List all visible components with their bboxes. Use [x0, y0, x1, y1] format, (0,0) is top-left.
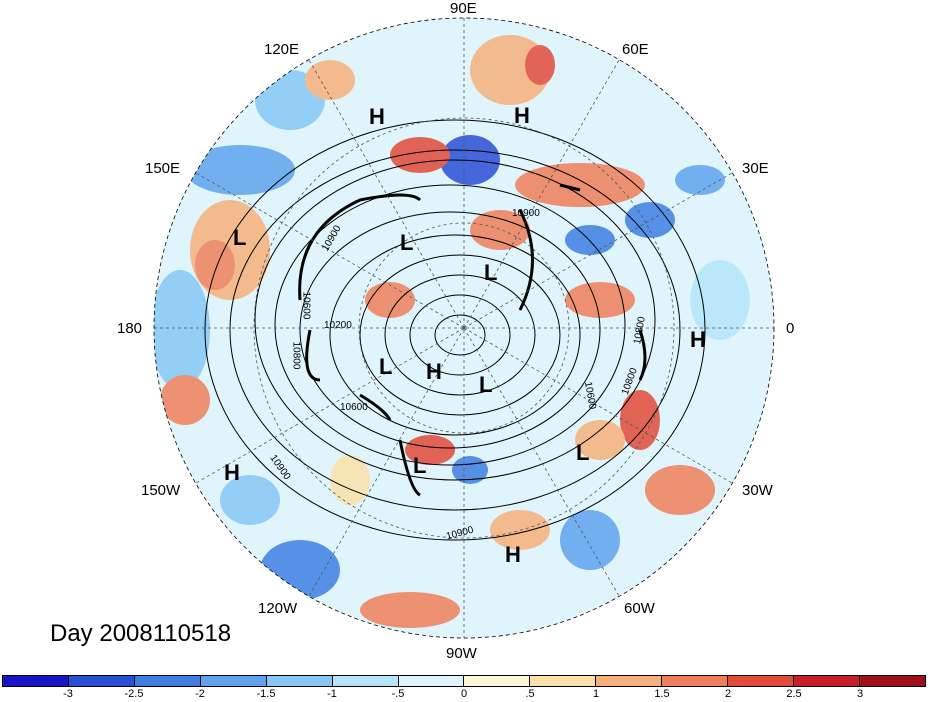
pressure-center: H — [514, 103, 530, 128]
anomaly-field — [154, 35, 750, 628]
colorbar-tick-label: -1 — [327, 688, 337, 700]
colorbar-cell — [3, 676, 69, 686]
colorbar-cell — [398, 676, 465, 686]
graticule — [154, 18, 774, 638]
colorbar — [2, 675, 926, 687]
lon-label-90e: 90E — [450, 0, 477, 17]
colorbar-tick-label: -2 — [195, 688, 205, 700]
colorbar-tick-label: -.5 — [391, 688, 405, 700]
pressure-center: H — [505, 542, 521, 567]
contour-label: 10900 — [512, 208, 540, 219]
colorbar-cell — [68, 676, 135, 686]
pressure-center: H — [690, 327, 706, 352]
pressure-center: H — [224, 460, 240, 485]
lon-label-60e: 60E — [622, 41, 649, 58]
colorbar-cell — [859, 676, 925, 686]
contour-label: 10200 — [324, 320, 352, 331]
pressure-center: L — [484, 260, 498, 285]
colorbar-tick-label: -3 — [63, 688, 73, 700]
pressure-center: L — [400, 230, 414, 255]
colorbar-cell — [596, 676, 663, 686]
colorbar-tick-label: 1.5 — [654, 688, 670, 700]
colorbar-tick-label: 2.5 — [786, 688, 802, 700]
colorbar-cell — [662, 676, 729, 686]
height-contours — [204, 119, 706, 541]
colorbar-tick-label: .5 — [525, 688, 535, 700]
colorbar-cell — [332, 676, 399, 686]
lon-label-120e: 120E — [264, 41, 300, 58]
pressure-center: L — [233, 225, 247, 250]
pressure-center: H — [426, 359, 442, 384]
colorbar-cell — [464, 676, 531, 686]
lon-label-120w: 120W — [258, 600, 298, 617]
lon-label-150w: 150W — [141, 482, 181, 499]
colorbar-tick-label: -2.5 — [124, 688, 144, 700]
lon-label-0: 0 — [786, 320, 795, 337]
colorbar-tick-label: 0 — [460, 688, 468, 700]
pressure-center: L — [379, 354, 393, 379]
colorbar-tick-label: -1.5 — [256, 688, 276, 700]
contour-label: 10600 — [300, 291, 312, 320]
pressure-center: L — [576, 440, 590, 465]
lon-label-30e: 30E — [742, 160, 769, 177]
colorbar-cell — [200, 676, 267, 686]
contour-label: 10600 — [340, 402, 368, 413]
lon-label-180: 180 — [117, 320, 143, 337]
colorbar-tick-label: 1 — [592, 688, 600, 700]
lon-label-90w: 90W — [446, 645, 477, 662]
pressure-center: L — [479, 372, 493, 397]
pressure-center: L — [413, 453, 427, 478]
contour-label: 10800 — [290, 341, 302, 370]
lon-label-60w: 60W — [624, 600, 655, 617]
map-title: Day 2008110518 — [50, 620, 232, 647]
colorbar-tick-label: 2 — [724, 688, 732, 700]
colorbar-cell — [794, 676, 860, 686]
colorbar-tick-label: 3 — [856, 688, 864, 700]
lon-label-150e: 150E — [145, 160, 181, 177]
map-boundary — [153, 17, 775, 639]
colorbar-cell — [266, 676, 333, 686]
polar-map — [153, 17, 775, 639]
lon-label-30w: 30W — [742, 482, 773, 499]
pressure-center: H — [369, 104, 385, 129]
jet-contours — [298, 183, 647, 497]
colorbar-cell — [728, 676, 795, 686]
colorbar-cell — [530, 676, 597, 686]
colorbar-cell — [134, 676, 201, 686]
